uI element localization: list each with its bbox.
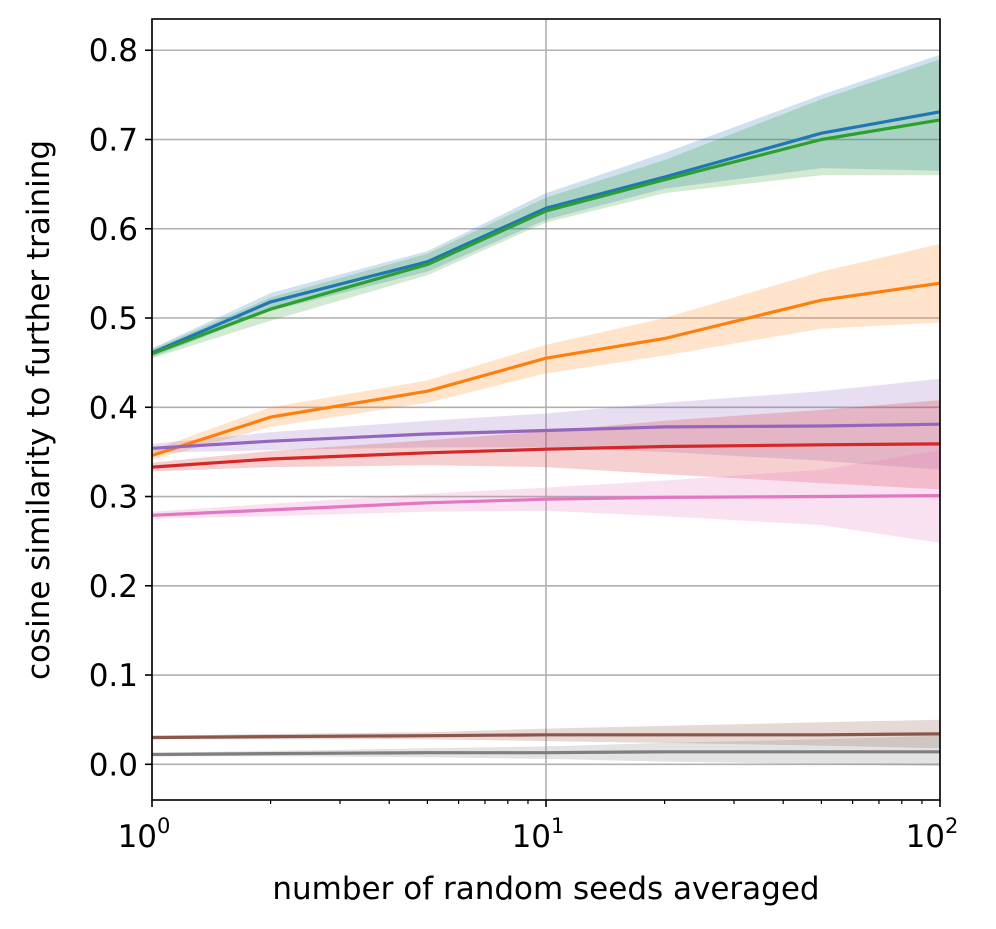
y-tick-label: 0.5 — [89, 301, 138, 337]
line-purple — [151, 422, 941, 450]
line-red — [151, 442, 941, 469]
line-gray — [151, 750, 940, 757]
y-tick-label: 0.7 — [89, 122, 138, 158]
band-pink — [152, 450, 940, 543]
y-tick-label: 0.0 — [89, 747, 138, 783]
line-blue — [151, 110, 941, 355]
x-tick-label: 101 — [512, 814, 565, 855]
band-red — [152, 400, 940, 490]
band-orange — [152, 243, 940, 460]
x-axis-label: number of random seeds averaged — [272, 871, 819, 907]
line-green — [151, 118, 941, 356]
y-tick-label: 0.8 — [89, 33, 138, 69]
y-tick-label: 0.6 — [89, 212, 138, 248]
x-tick-label: 102 — [906, 814, 959, 855]
line-orange — [151, 281, 941, 458]
band-gray — [152, 735, 940, 767]
y-tick-label: 0.1 — [89, 658, 138, 694]
series-lines — [151, 110, 941, 757]
x-tick-label: 100 — [118, 814, 171, 855]
line-pink — [151, 494, 941, 517]
line-brown — [151, 732, 941, 740]
y-tick-label: 0.3 — [89, 480, 138, 516]
axis-ticks — [145, 49, 941, 807]
y-tick-label: 0.2 — [89, 569, 138, 605]
x-tick-labels: 100 101 102 — [118, 814, 959, 855]
y-tick-labels: 0.0 0.1 0.2 0.3 0.4 0.5 0.6 0.7 0.8 — [89, 33, 138, 783]
y-axis-label: cosine similarity to further training — [21, 140, 57, 680]
y-tick-label: 0.4 — [89, 390, 138, 426]
